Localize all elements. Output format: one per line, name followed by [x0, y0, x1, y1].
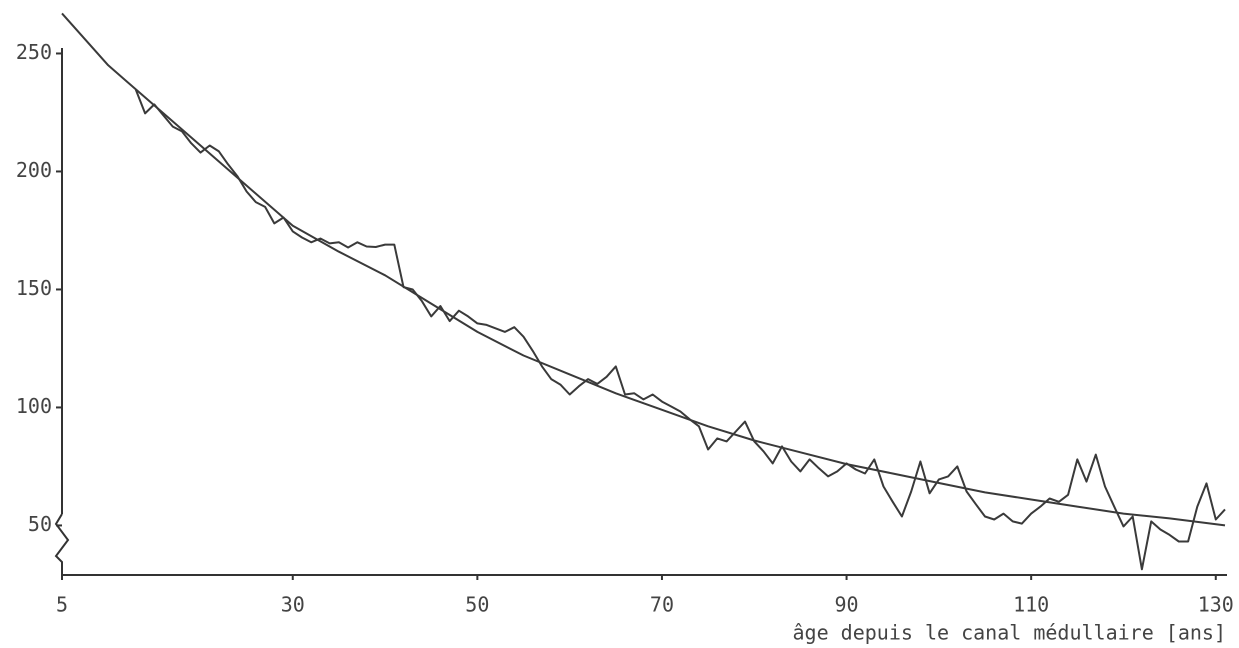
y-tick-label: 100: [16, 394, 52, 418]
y-tick-label: 200: [16, 158, 52, 182]
data-line: [61, 12, 1226, 527]
y-tick-label: 50: [28, 512, 52, 536]
x-tick-label: 70: [650, 593, 674, 617]
x-tick-label: 110: [1013, 593, 1049, 617]
y-tick-label: 250: [16, 40, 52, 64]
data-line: [134, 89, 1226, 571]
x-tick-label: 30: [281, 593, 305, 617]
x-tick-label: 5: [56, 593, 68, 617]
x-tick-label: 50: [465, 593, 489, 617]
x-tick-label: 90: [835, 593, 859, 617]
x-tick-label: 130: [1198, 593, 1234, 617]
axis-break: [54, 513, 70, 575]
y-tick-label: 150: [16, 276, 52, 300]
x-axis-label: âge depuis le canal médullaire [ans]: [793, 621, 1226, 645]
